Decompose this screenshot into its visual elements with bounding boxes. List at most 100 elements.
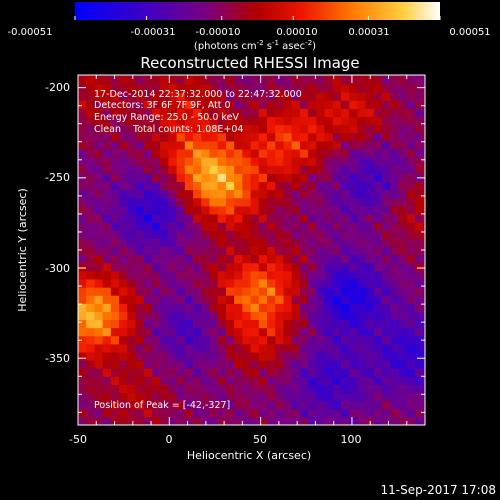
heatmap-cell: [299, 222, 309, 231]
heatmap-cell: [308, 100, 317, 109]
heatmap-cell: [291, 148, 301, 158]
heatmap-cell: [110, 416, 120, 425]
heatmap-cell: [110, 148, 120, 158]
heatmap-cell: [176, 222, 186, 231]
heatmap-cell: [184, 92, 194, 101]
heatmap-cell: [390, 157, 400, 166]
heatmap-cell: [291, 368, 301, 377]
heatmap-cell: [127, 384, 137, 394]
heatmap-cell: [135, 238, 145, 247]
heatmap-cell: [209, 400, 219, 410]
heatmap-cell: [193, 165, 202, 174]
heatmap-cell: [86, 108, 96, 118]
heatmap-cell: [250, 124, 260, 134]
heatmap-cell: [242, 197, 252, 207]
heatmap-cell: [160, 222, 169, 231]
heatmap-cell: [340, 132, 350, 142]
heatmap-cell: [349, 165, 359, 174]
heatmap-cell: [119, 319, 128, 329]
heatmap-cell: [119, 238, 128, 247]
heatmap-cell: [86, 408, 96, 418]
heatmap-cell: [299, 100, 309, 109]
heatmap-cell: [94, 181, 104, 191]
heatmap-cell: [349, 213, 359, 223]
heatmap-cell: [143, 100, 153, 109]
x-axis-label: Heliocentric X (arcsec): [187, 449, 311, 462]
heatmap-cell: [357, 295, 367, 304]
heatmap-cell: [357, 165, 367, 174]
heatmap-cell: [423, 116, 425, 126]
heatmap-cell: [168, 360, 178, 369]
heatmap-cell: [225, 286, 235, 296]
heatmap-cell: [127, 262, 137, 272]
heatmap-cell: [110, 319, 120, 329]
heatmap-cell: [414, 75, 424, 85]
heatmap-cell: [242, 408, 252, 418]
heatmap-cell: [398, 205, 408, 215]
heatmap-cell: [365, 335, 375, 345]
heatmap-cell: [168, 148, 178, 158]
heatmap-cell: [390, 270, 400, 280]
heatmap-cell: [86, 360, 96, 369]
heatmap-cell: [250, 157, 260, 166]
heatmap-cell: [349, 197, 359, 207]
heatmap-cell: [143, 335, 153, 345]
heatmap-cell: [78, 100, 87, 109]
heatmap-cell: [340, 392, 350, 402]
heatmap-cell: [365, 181, 375, 191]
heatmap-cell: [234, 254, 243, 264]
heatmap-cell: [423, 108, 425, 118]
heatmap-cell: [332, 343, 342, 353]
heatmap-cell: [390, 392, 400, 402]
heatmap-cell: [283, 343, 293, 353]
heatmap-cell: [308, 368, 317, 377]
heatmap-cell: [119, 148, 128, 158]
heatmap-cell: [184, 140, 194, 150]
heatmap-cell: [151, 157, 161, 166]
heatmap-cell: [340, 303, 350, 312]
heatmap-cell: [160, 384, 169, 394]
heatmap-cell: [349, 384, 359, 394]
heatmap-cell: [242, 360, 252, 369]
heatmap-cell: [234, 230, 243, 239]
heatmap-cell: [78, 238, 87, 247]
heatmap-cell: [308, 360, 317, 369]
heatmap-cell: [382, 132, 391, 142]
heatmap-cell: [406, 376, 416, 386]
heatmap-cell: [78, 327, 87, 337]
heatmap-cell: [201, 295, 211, 304]
heatmap-cell: [242, 319, 252, 329]
heatmap-cell: [143, 230, 153, 239]
heatmap-cell: [160, 181, 169, 191]
heatmap-cell: [209, 75, 219, 77]
heatmap-cell: [357, 400, 367, 410]
heatmap-cell: [225, 205, 235, 215]
heatmap-cell: [94, 222, 104, 231]
heatmap-cell: [390, 140, 400, 150]
heatmap-cell: [151, 384, 161, 394]
heatmap-cell: [406, 327, 416, 337]
heatmap-cell: [193, 116, 202, 126]
heatmap-cell: [267, 254, 276, 264]
heatmap-cell: [176, 311, 186, 321]
heatmap-cell: [414, 262, 424, 272]
heatmap-cell: [225, 124, 235, 134]
heatmap-cell: [250, 148, 260, 158]
heatmap-cell: [151, 416, 161, 425]
heatmap-cell: [119, 165, 128, 174]
heatmap-cell: [242, 132, 252, 142]
heatmap-cell: [176, 205, 186, 215]
x-tick-label: 100: [341, 433, 362, 446]
heatmap-cell: [184, 75, 194, 77]
y-tick-label: -200: [45, 81, 70, 94]
heatmap-cell: [390, 222, 400, 231]
heatmap-cell: [127, 140, 137, 150]
heatmap-cell: [373, 416, 383, 425]
heatmap-cell: [160, 278, 169, 288]
heatmap-cell: [349, 278, 359, 288]
heatmap-cell: [209, 311, 219, 321]
heatmap-cell: [349, 376, 359, 386]
heatmap-cell: [234, 116, 243, 126]
heatmap-cell: [135, 230, 145, 239]
heatmap-cell: [143, 213, 153, 223]
